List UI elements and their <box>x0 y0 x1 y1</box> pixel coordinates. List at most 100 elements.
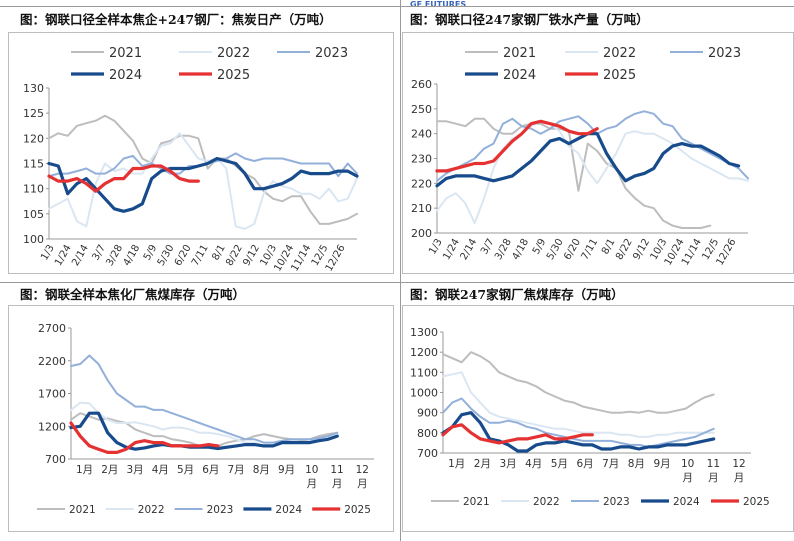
x-tick-label: 1月 <box>448 458 465 470</box>
legend-label-2025: 2025 <box>344 504 371 516</box>
x-tick-label: 10 月 <box>305 464 318 490</box>
x-tick-label: 2月 <box>474 458 491 470</box>
y-tick-label: 210 <box>411 202 432 215</box>
y-tick-label: 1100 <box>410 366 438 379</box>
chart3-title: 图：钢联全样本焦化厂焦煤库存（万吨） <box>20 287 246 302</box>
x-tick-label: 5/30 <box>156 243 177 268</box>
x-tick-label: 5月 <box>551 458 568 470</box>
chart1-title: 图：钢联口径全样本焦企+247钢厂：焦炭日产（万吨） <box>20 12 332 27</box>
x-tick-label: 4月 <box>152 464 169 476</box>
chart2-panel: 200 210 220 230 240 250 260 1/3 1/24 2/14 3/7 3/28 4… <box>402 32 794 274</box>
x-tick-label: 9月 <box>653 458 670 470</box>
legend-label-2024: 2024 <box>503 68 536 83</box>
chart2-title: 图：钢联口径247家钢厂铁水产量（万吨） <box>410 12 649 27</box>
y-tick-label: 220 <box>411 177 432 190</box>
chart3-panel: 700 1200 1700 2200 2700 1月 2月 3月 4月 5月 6月 7月 8月 9月 10 月… <box>8 305 394 532</box>
watermark-logo: GF FUTURES <box>410 0 467 9</box>
legend-label-2021: 2021 <box>69 504 96 516</box>
series-line-2025 <box>69 421 220 454</box>
x-tick-label: 8/22 <box>614 237 635 262</box>
x-tick-label: 8月 <box>253 464 270 476</box>
series-line-2025 <box>441 423 594 445</box>
y-tick-label: 1200 <box>38 420 66 433</box>
x-tick-label: 8月 <box>628 458 645 470</box>
y-tick-label: 100 <box>23 233 44 246</box>
x-tick-label: 11 月 <box>330 464 343 490</box>
x-tick-label: 12 月 <box>356 464 369 490</box>
top-divider <box>0 6 794 7</box>
y-tick-label: 250 <box>411 103 432 116</box>
series-line-2024 <box>69 411 339 451</box>
x-tick-label: 1月 <box>76 464 93 476</box>
legend-label-2022: 2022 <box>217 46 250 61</box>
series-line-2025 <box>47 164 200 193</box>
x-tick-label: 4/18 <box>510 237 531 262</box>
legend-label-2022: 2022 <box>603 46 636 61</box>
chart1-panel: 100 105 110 115 120 125 130 1/3 1/24 2/14 3/7 3/28 4… <box>8 32 394 274</box>
x-tick-label: 3/28 <box>493 237 514 262</box>
x-tick-label: 11 月 <box>707 458 720 484</box>
legend-label-2023: 2023 <box>207 504 234 516</box>
x-tick-label: 5月 <box>177 464 194 476</box>
x-tick-label: 6/20 <box>562 237 583 262</box>
x-tick-label: 6月 <box>576 458 593 470</box>
series-line-2021 <box>436 117 712 229</box>
y-tick-label: 900 <box>417 407 438 420</box>
x-tick-label: 12 月 <box>732 458 745 484</box>
x-tick-label: 3月 <box>126 464 143 476</box>
x-tick-label: 3月 <box>499 458 516 470</box>
series-line-2022 <box>70 401 339 447</box>
y-tick-label: 260 <box>411 78 432 91</box>
middle-divider <box>0 282 794 283</box>
legend-label-2023: 2023 <box>708 46 741 61</box>
chart4-svg: 700 800 900 1000 1100 1200 1300 1月 2月 3月 4月 5月 6月 7月 8… <box>410 326 770 508</box>
y-tick-label: 1700 <box>38 388 66 401</box>
x-tick-label: 7/11 <box>190 243 211 268</box>
x-tick-label: 9/12 <box>241 243 262 268</box>
x-tick-label: 9月 <box>278 464 295 476</box>
legend-label-2024: 2024 <box>109 68 142 83</box>
series-line-2023 <box>442 397 715 448</box>
chart4-title: 图：钢联247家钢厂焦煤库存（万吨） <box>410 287 624 302</box>
legend-label-2022: 2022 <box>138 504 165 516</box>
legend-label-2021: 2021 <box>463 496 490 508</box>
y-tick-label: 700 <box>45 453 66 466</box>
x-tick-label: 6月 <box>202 464 219 476</box>
legend-label-2025: 2025 <box>603 68 636 83</box>
legend-label-2021: 2021 <box>109 46 142 61</box>
x-tick-label: 10 月 <box>681 458 694 484</box>
y-tick-label: 800 <box>417 427 438 440</box>
x-tick-label: 1/24 <box>441 237 462 262</box>
y-tick-label: 115 <box>23 158 44 171</box>
legend-label-2023: 2023 <box>603 496 630 508</box>
y-tick-label: 110 <box>23 183 44 196</box>
x-tick-label: 7月 <box>227 464 244 476</box>
y-tick-label: 1200 <box>410 346 438 359</box>
x-tick-label: 4月 <box>525 458 542 470</box>
x-tick-label: 2月 <box>101 464 118 476</box>
y-tick-label: 130 <box>23 82 44 95</box>
legend-label-2025: 2025 <box>743 496 770 508</box>
x-tick-label: 5/30 <box>545 237 566 262</box>
x-tick-label: 9/12 <box>631 237 652 262</box>
x-tick-label: 6/20 <box>173 243 194 268</box>
x-tick-label: 2/14 <box>459 237 480 262</box>
x-tick-label: 8/22 <box>224 243 245 268</box>
legend-label-2022: 2022 <box>533 496 560 508</box>
legend-label-2021: 2021 <box>503 46 536 61</box>
y-tick-label: 1000 <box>410 387 438 400</box>
y-tick-label: 230 <box>411 153 432 166</box>
series-line-2022 <box>442 371 715 438</box>
y-tick-label: 1300 <box>410 326 438 339</box>
y-tick-label: 125 <box>23 107 44 120</box>
y-tick-label: 2200 <box>38 355 66 368</box>
x-tick-label: 4/18 <box>122 243 143 268</box>
series-line-2025 <box>435 119 599 173</box>
x-tick-label: 1/24 <box>53 243 74 268</box>
series-line-2022 <box>48 132 358 230</box>
series-line-2024 <box>47 156 359 213</box>
legend-label-2024: 2024 <box>275 504 302 516</box>
y-tick-label: 240 <box>411 128 432 141</box>
